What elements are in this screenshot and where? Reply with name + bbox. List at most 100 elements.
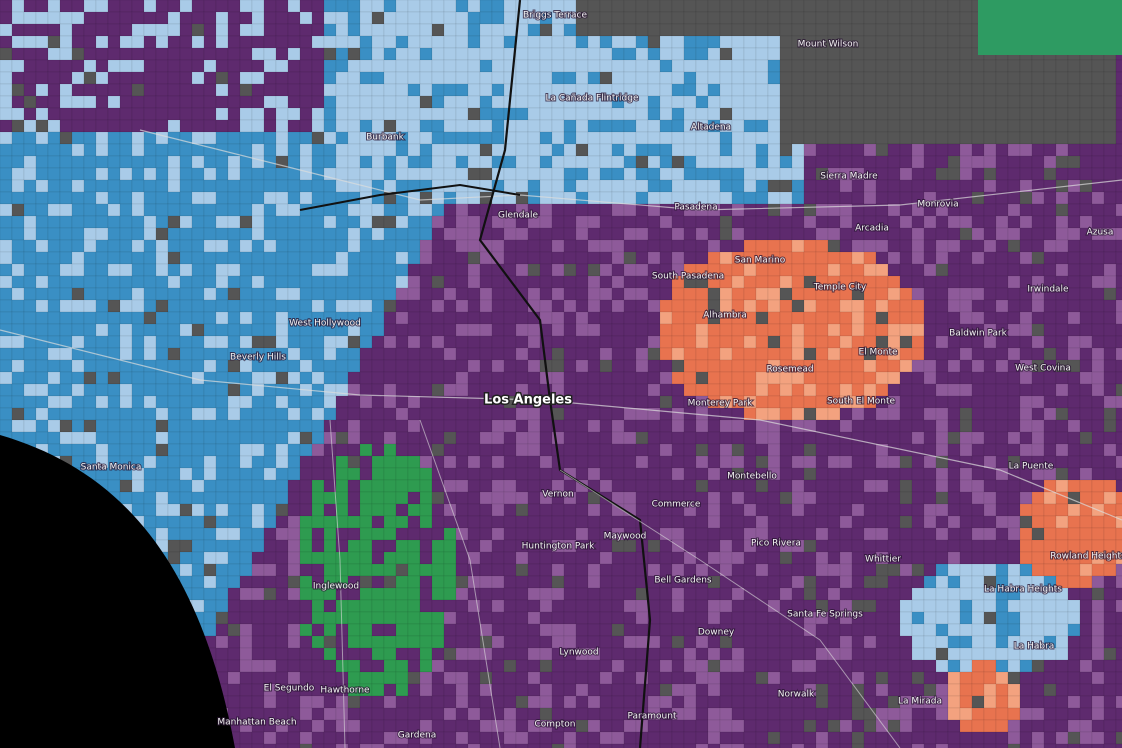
tract [743,83,757,97]
tract [911,155,925,169]
tract [707,179,721,193]
tract [419,0,433,13]
tract [407,503,421,517]
tract [731,587,745,601]
tract [863,83,877,97]
tract [467,287,481,301]
tract [851,0,865,13]
tract [419,623,433,637]
tract [191,59,205,73]
tract [983,227,997,241]
tract [851,551,865,565]
tract [287,539,301,553]
tract [203,539,217,553]
tract [839,335,853,349]
tract [695,599,709,613]
tract [107,179,121,193]
tract [503,323,517,337]
tract [131,335,145,349]
tract [431,203,445,217]
tract [395,503,409,517]
tract [659,539,673,553]
tract [971,143,985,157]
tract [611,191,625,205]
tract [395,155,409,169]
tract [755,431,769,445]
tract [11,59,25,73]
tract [671,23,685,37]
tract [467,335,481,349]
tract [467,407,481,421]
tract [623,179,637,193]
tract [443,563,457,577]
tract [35,107,49,121]
tract [551,59,565,73]
tract [167,311,181,325]
tract [623,335,637,349]
tract [347,419,361,433]
tract [611,167,625,181]
tract [683,287,697,301]
tract [887,443,901,457]
tract [395,59,409,73]
tract [83,395,97,409]
tract [587,623,601,637]
tract [635,191,649,205]
tract [827,191,841,205]
tract [179,143,193,157]
tract [539,587,553,601]
tract [239,383,253,397]
tract [239,563,253,577]
tract [719,359,733,373]
tract [899,131,913,145]
tract [935,239,949,253]
tract [1103,107,1117,121]
tract [1079,311,1093,325]
tract [1055,155,1069,169]
tract [611,299,625,313]
tract [431,239,445,253]
tract [491,491,505,505]
tract [83,263,97,277]
tract [419,587,433,601]
tract [11,335,25,349]
tract [923,311,937,325]
tract [299,371,313,385]
tract [431,539,445,553]
tract [107,143,121,157]
tract [395,335,409,349]
tract [407,551,421,565]
tract [995,479,1009,493]
tract [203,515,217,529]
tract [395,95,409,109]
tract [719,167,733,181]
tract [515,563,529,577]
tract [35,407,49,421]
tract [251,275,265,289]
tract [263,251,277,265]
tract [695,515,709,529]
tract [1043,611,1057,625]
tract [1019,263,1033,277]
tract [179,563,193,577]
tract [779,119,793,133]
tract [647,587,661,601]
tract [899,143,913,157]
tract [275,227,289,241]
tract [299,503,313,517]
tract [851,107,865,121]
tract [11,275,25,289]
tract [335,47,349,61]
tract [503,611,517,625]
tract [935,347,949,361]
tract [371,287,385,301]
tract [575,119,589,133]
tract [611,371,625,385]
tract [359,215,373,229]
tract [179,227,193,241]
tract [359,383,373,397]
tract [755,395,769,409]
tract [731,491,745,505]
tract [707,347,721,361]
tract [191,107,205,121]
